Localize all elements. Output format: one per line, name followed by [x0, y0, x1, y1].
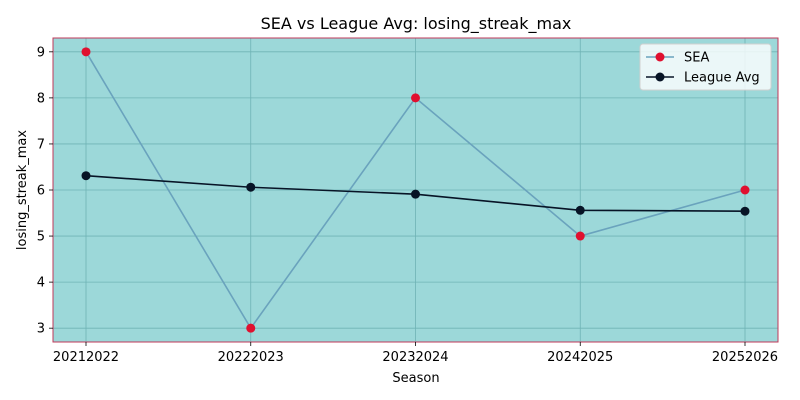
y-tick-label: 3	[37, 322, 45, 337]
legend-label: SEA	[684, 51, 709, 66]
legend: SEA League Avg	[639, 43, 772, 91]
x-axis: 20212022 20222023 20232024 20242025 20252026	[53, 342, 778, 365]
y-axis: 3 4 5 6 7 8 9	[37, 45, 53, 337]
data-point	[246, 182, 256, 192]
data-point	[81, 47, 91, 57]
x-axis-label: Season	[392, 371, 439, 386]
y-tick-label: 9	[37, 45, 45, 60]
legend-label: League Avg	[684, 71, 760, 86]
data-point	[575, 231, 585, 241]
y-tick-label: 4	[37, 276, 45, 291]
data-point	[81, 171, 91, 181]
y-tick-label: 7	[37, 137, 45, 152]
y-axis-label: losing_streak_max	[15, 130, 30, 250]
y-tick-label: 6	[37, 184, 45, 199]
data-point	[740, 206, 750, 216]
legend-box	[639, 43, 772, 91]
chart-title: SEA vs League Avg: losing_streak_max	[261, 14, 572, 34]
series-layer	[81, 47, 750, 333]
x-tick-label: 20242025	[547, 350, 613, 365]
x-tick-label: 20222023	[218, 350, 284, 365]
data-point	[246, 323, 256, 333]
legend-marker	[655, 72, 665, 82]
x-tick-label: 20212022	[53, 350, 119, 365]
data-point	[411, 93, 420, 103]
data-point	[740, 185, 750, 195]
y-tick-label: 5	[37, 230, 45, 245]
data-point	[411, 189, 420, 199]
x-tick-label: 20252026	[712, 350, 778, 365]
data-point	[575, 205, 585, 215]
y-tick-label: 8	[37, 91, 45, 106]
x-tick-label: 20232024	[382, 350, 448, 365]
legend-marker	[655, 52, 665, 62]
